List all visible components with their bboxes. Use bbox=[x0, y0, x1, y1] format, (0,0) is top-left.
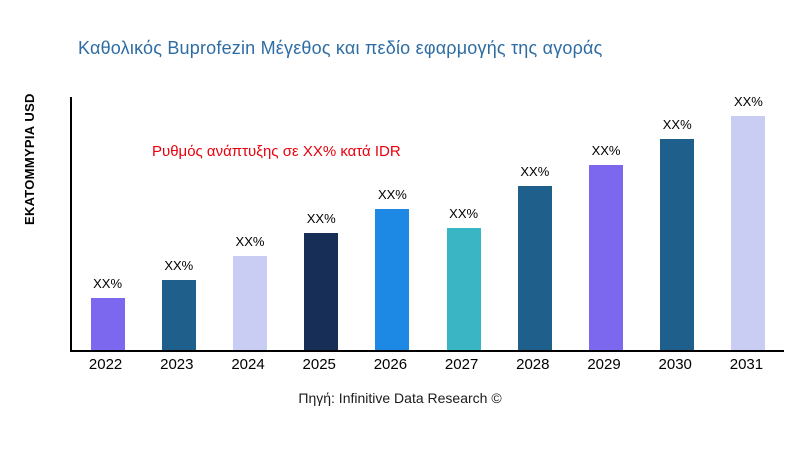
x-tick-label: 2030 bbox=[658, 356, 692, 373]
x-tick-label: 2026 bbox=[373, 356, 408, 373]
bar-group: XX% bbox=[570, 143, 641, 350]
x-tick-label: 2024 bbox=[231, 356, 265, 373]
plot-area: Ρυθμός ανάπτυξης σε XX% κατά IDR XX% XX% X… bbox=[70, 94, 784, 352]
bar-group: XX% bbox=[214, 234, 285, 350]
chart-title: Καθολικός Buprofezin Μέγεθος και πεδίο ε… bbox=[78, 38, 603, 58]
bar-value-label: XX% bbox=[93, 276, 123, 291]
bar bbox=[446, 228, 481, 350]
bar-value-label: XX% bbox=[306, 211, 336, 226]
bar-group: XX% bbox=[642, 117, 713, 350]
bar-group: XX% bbox=[499, 164, 570, 350]
x-tick-label: 2025 bbox=[302, 356, 336, 373]
bar-value-label: XX% bbox=[733, 94, 763, 109]
bar bbox=[375, 209, 410, 350]
bar bbox=[304, 233, 339, 350]
x-tick-label: 2023 bbox=[160, 356, 194, 373]
x-tick-label: 2028 bbox=[516, 356, 550, 373]
bar-group: XX% bbox=[428, 206, 499, 350]
bar-group: XX% bbox=[286, 211, 357, 350]
bar-value-label: XX% bbox=[164, 258, 194, 273]
bar-value-label: XX% bbox=[520, 164, 550, 179]
bar bbox=[517, 186, 552, 350]
bar bbox=[731, 116, 766, 350]
x-axis-labels: 2022 2023 2024 2025 2026 2027 2028 2029 2030 2031 bbox=[70, 356, 782, 373]
bar-group: XX% bbox=[713, 94, 784, 350]
bar bbox=[589, 165, 624, 350]
bar-value-label: XX% bbox=[377, 187, 407, 202]
bar-value-label: XX% bbox=[235, 234, 265, 249]
bar-value-label: XX% bbox=[591, 143, 621, 158]
x-tick-label: 2029 bbox=[587, 356, 621, 373]
bar-group: XX% bbox=[143, 258, 214, 350]
x-tick-label: 2022 bbox=[88, 356, 123, 373]
bar-value-label: XX% bbox=[662, 117, 692, 132]
growth-annotation: Ρυθμός ανάπτυξης σε XX% κατά IDR bbox=[152, 143, 401, 160]
bar bbox=[161, 280, 196, 350]
source-note: Πηγή: Infinitive Data Research © bbox=[298, 390, 502, 406]
x-tick-label: 2027 bbox=[444, 356, 479, 373]
bar bbox=[660, 139, 695, 350]
bar bbox=[233, 256, 267, 350]
bar bbox=[90, 298, 125, 350]
bar-group: XX% bbox=[72, 276, 143, 350]
y-axis-label: ΕΚΑΤΟΜΜΥΡΙΑ USD bbox=[22, 93, 37, 225]
x-tick-label: 2031 bbox=[729, 356, 764, 373]
bar-group: XX% bbox=[357, 187, 428, 350]
bar-value-label: XX% bbox=[449, 206, 479, 221]
bars-area: XX% XX% XX% XX% XX% XX% XX% XX% XX% XX% bbox=[72, 94, 784, 350]
